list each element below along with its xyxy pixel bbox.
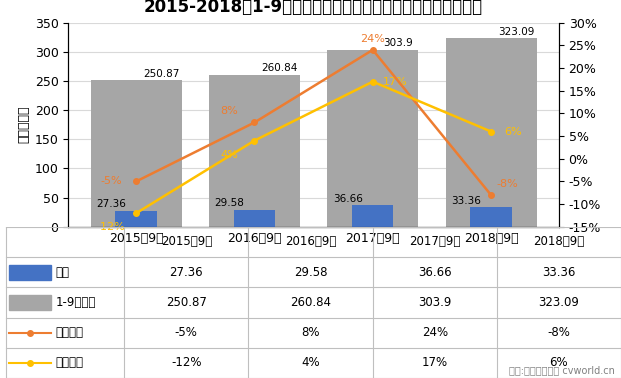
Text: 36.66: 36.66 (418, 266, 451, 279)
Text: 2016年9月: 2016年9月 (285, 235, 336, 248)
Text: -8%: -8% (497, 179, 519, 189)
Bar (9, 265, 51, 280)
Text: 4%: 4% (301, 356, 320, 369)
Text: 2015年9月: 2015年9月 (161, 235, 212, 248)
Text: 8%: 8% (220, 106, 238, 116)
Text: 6%: 6% (550, 356, 568, 369)
Text: 29.58: 29.58 (294, 266, 327, 279)
Text: -5%: -5% (101, 177, 122, 186)
Bar (9, 295, 51, 310)
Text: 4%: 4% (220, 150, 238, 160)
Text: 17%: 17% (383, 77, 407, 87)
Text: 24%: 24% (422, 326, 448, 339)
Title: 2015-2018年1-9月商用车市场销量及增幅走势（单位：万辆）: 2015-2018年1-9月商用车市场销量及增幅走势（单位：万辆） (144, 0, 483, 15)
Text: -5%: -5% (175, 326, 197, 339)
Bar (327, 50, 419, 227)
Text: -12%: -12% (171, 356, 202, 369)
Y-axis label: 销量：万辆: 销量：万辆 (17, 106, 30, 144)
Text: -8%: -8% (548, 326, 570, 339)
Text: 260.84: 260.84 (290, 296, 331, 309)
Text: 2017年9月: 2017年9月 (409, 235, 460, 248)
Text: 303.9: 303.9 (383, 38, 412, 48)
Text: 29.58: 29.58 (215, 198, 245, 208)
Text: 250.87: 250.87 (166, 296, 207, 309)
Bar (209, 75, 300, 227)
Bar (352, 205, 394, 227)
Bar (91, 81, 182, 227)
Text: 303.9: 303.9 (418, 296, 451, 309)
Text: 17%: 17% (422, 356, 448, 369)
Text: 323.09: 323.09 (538, 296, 579, 309)
Text: 36.66: 36.66 (333, 194, 363, 204)
Text: 260.84: 260.84 (261, 63, 297, 73)
Text: 8%: 8% (301, 326, 320, 339)
Text: 24%: 24% (360, 34, 385, 44)
Text: 27.36: 27.36 (170, 266, 203, 279)
Text: 制图:第一商用车网 cvworld.cn: 制图:第一商用车网 cvworld.cn (509, 365, 615, 375)
Text: 1-9月销量: 1-9月销量 (56, 296, 96, 309)
Text: 销量: 销量 (56, 266, 70, 279)
Text: 250.87: 250.87 (143, 69, 179, 79)
Text: 33.36: 33.36 (451, 195, 481, 206)
Text: 27.36: 27.36 (96, 199, 126, 209)
Text: 6%: 6% (504, 127, 522, 136)
Bar (470, 208, 512, 227)
Bar (233, 209, 275, 227)
Text: -12%: -12% (97, 222, 125, 232)
Bar (116, 211, 157, 227)
Bar (445, 39, 537, 227)
Text: 33.36: 33.36 (542, 266, 576, 279)
Text: 2018年9月: 2018年9月 (533, 235, 584, 248)
Text: 同比增幅: 同比增幅 (56, 326, 84, 339)
Text: 323.09: 323.09 (497, 26, 534, 37)
Text: 累计增幅: 累计增幅 (56, 356, 84, 369)
